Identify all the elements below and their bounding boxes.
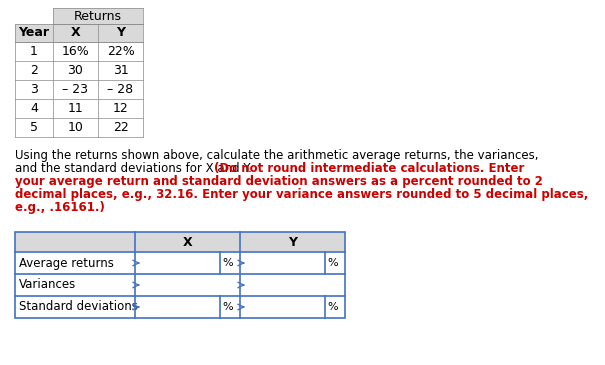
Text: Using the returns shown above, calculate the arithmetic average returns, the var: Using the returns shown above, calculate… [15,149,538,162]
Text: and the standard deviations for X and Y.: and the standard deviations for X and Y. [15,162,256,175]
Bar [135,274,220,296]
Text: 30: 30 [68,64,83,77]
Bar [240,252,325,274]
Bar [220,296,240,318]
Text: 4: 4 [30,102,38,115]
Bar [325,296,345,318]
Text: %: % [222,302,233,312]
Text: decimal places, e.g., 32.16. Enter your variance answers rounded to 5 decimal pl: decimal places, e.g., 32.16. Enter your … [15,188,589,201]
Bar [98,42,143,61]
Text: %: % [327,258,338,268]
Text: 12: 12 [113,102,128,115]
Bar [98,118,143,137]
Text: X: X [183,235,192,249]
Bar [15,80,53,99]
Bar [15,118,53,137]
Bar [220,252,240,274]
Bar [15,232,345,318]
Text: Variances: Variances [19,278,76,292]
Bar [135,296,220,318]
Text: – 28: – 28 [108,83,134,96]
Text: (Do not round intermediate calculations. Enter: (Do not round intermediate calculations.… [214,162,524,175]
Text: 22: 22 [113,121,128,134]
Text: %: % [327,302,338,312]
Text: Y: Y [116,27,125,39]
Bar [53,61,98,80]
Text: X: X [71,27,80,39]
Text: your average return and standard deviation answers as a percent rounded to 2: your average return and standard deviati… [15,175,543,188]
Bar [98,61,143,80]
Bar [240,296,325,318]
Text: Returns: Returns [74,9,122,23]
Text: Y: Y [288,235,297,249]
Text: 16%: 16% [62,45,90,58]
Text: 2: 2 [30,64,38,77]
Text: 31: 31 [113,64,128,77]
Bar [325,252,345,274]
Text: Average returns: Average returns [19,257,114,269]
Text: – 23: – 23 [62,83,88,96]
Text: 5: 5 [30,121,38,134]
Bar [98,24,143,42]
Bar [15,274,135,296]
Bar [53,80,98,99]
Bar [15,252,135,274]
Text: 22%: 22% [106,45,134,58]
Text: 10: 10 [68,121,83,134]
Text: 3: 3 [30,83,38,96]
Bar [240,274,325,296]
Bar [15,24,53,42]
Text: Standard deviations: Standard deviations [19,300,138,314]
Bar [15,232,345,252]
Bar [53,8,143,24]
Bar [135,252,220,274]
Text: 11: 11 [68,102,83,115]
Bar [53,24,98,42]
Bar [15,61,53,80]
Bar [53,118,98,137]
Bar [15,42,53,61]
Bar [98,99,143,118]
Bar [53,99,98,118]
Text: 1: 1 [30,45,38,58]
Text: Year: Year [19,27,50,39]
Bar [15,296,135,318]
Bar [53,42,98,61]
Text: e.g., .16161.): e.g., .16161.) [15,201,105,214]
Bar [15,99,53,118]
Bar [98,80,143,99]
Text: %: % [222,258,233,268]
